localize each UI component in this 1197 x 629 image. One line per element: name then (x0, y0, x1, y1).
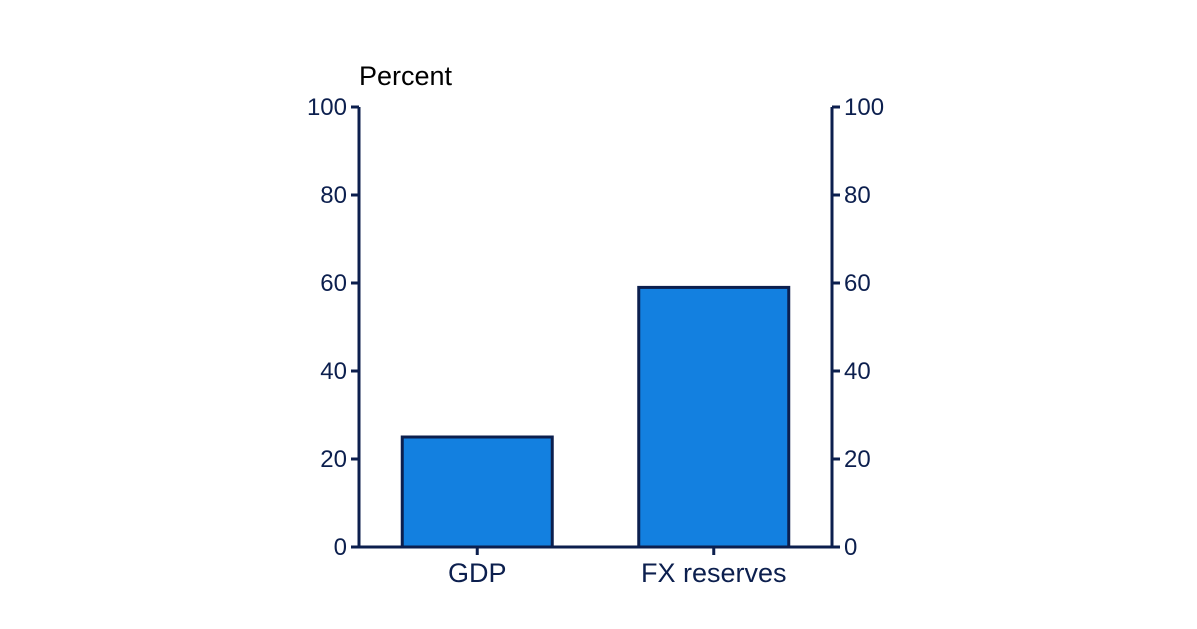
left-y-tick-label: 80 (320, 182, 347, 209)
right-y-tick-label: 20 (844, 446, 871, 473)
left-y-tick-label: 0 (334, 534, 347, 561)
right-y-tick-label: 0 (844, 534, 857, 561)
right-y-tick-label: 80 (844, 182, 871, 209)
bar-fx-reserves (637, 285, 791, 549)
x-axis: GDP FX reserves (352, 545, 839, 588)
right-y-tick-label: 100 (844, 94, 884, 121)
right-y-axis: 0 20 40 60 80 100 (830, 94, 884, 561)
bar-gdp (400, 435, 554, 549)
bars-group (400, 285, 791, 549)
left-y-axis: 0 20 40 60 80 100 (307, 94, 361, 561)
left-y-tick-label: 60 (320, 270, 347, 297)
left-y-tick-label: 20 (320, 446, 347, 473)
right-y-tick-label: 40 (844, 358, 871, 385)
x-tick-label: GDP (448, 558, 507, 588)
left-y-tick-label: 40 (320, 358, 347, 385)
y-axis-unit-label: Percent (359, 61, 453, 91)
x-tick-label: FX reserves (641, 558, 787, 588)
left-y-tick-label: 100 (307, 94, 347, 121)
right-y-tick-label: 60 (844, 270, 871, 297)
